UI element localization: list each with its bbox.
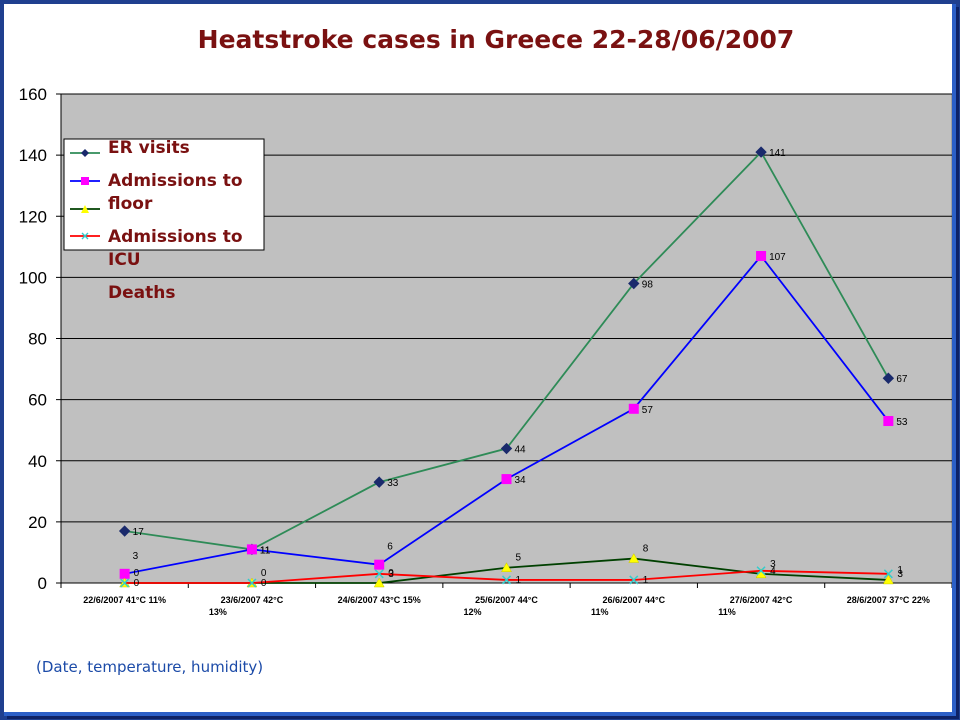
x-tick-label: 28/6/2007 37°C 22% <box>847 595 930 605</box>
data-point <box>628 403 639 414</box>
legend-marker <box>81 149 89 157</box>
data-label: 67 <box>896 374 908 385</box>
data-label: 17 <box>133 527 145 538</box>
data-point <box>500 442 513 455</box>
legend-label: ER visits <box>108 138 190 158</box>
data-point <box>120 578 130 588</box>
data-point <box>883 416 894 427</box>
data-label: 34 <box>515 475 527 486</box>
series-deaths: 0 031 14 3 <box>120 566 903 589</box>
data-point <box>628 553 640 563</box>
data-label: 0 <box>134 578 140 589</box>
data-label: 44 <box>515 445 527 456</box>
data-point <box>374 569 384 579</box>
legend-box <box>63 138 265 251</box>
data-label: 33 <box>387 478 399 489</box>
x-tick-label: 26/6/2007 44°C <box>602 595 665 605</box>
data-label: 141 <box>769 148 786 159</box>
data-point <box>373 476 385 488</box>
data-label: 0 <box>261 568 267 579</box>
data-label: 53 <box>896 417 908 428</box>
data-point <box>118 525 131 537</box>
data-point <box>628 277 640 290</box>
data-label: 4 <box>770 566 776 577</box>
data-point <box>882 574 894 585</box>
x-tick-label: 25/6/2007 44°C <box>475 595 538 605</box>
legend-label: Deaths <box>108 283 175 303</box>
data-label: 3 <box>897 569 903 580</box>
axis-note: (Date, temperature, humidity) <box>36 658 263 676</box>
y-tick-label: 40 <box>28 452 47 471</box>
data-point <box>374 559 385 570</box>
legend-marker <box>81 205 89 213</box>
legend-label: ICU <box>108 250 141 270</box>
data-point <box>755 146 767 158</box>
data-point <box>883 569 893 579</box>
x-tick-label: 24/6/2007 43°C 15% <box>338 595 421 605</box>
x-tick-label: 12% <box>463 607 481 617</box>
data-label: 98 <box>642 279 654 290</box>
x-tick-label: 23/6/2007 42°C <box>221 595 284 605</box>
y-tick-label: 20 <box>28 513 47 532</box>
legend-label: Admissions to <box>108 227 243 247</box>
data-label: 1 <box>897 565 903 576</box>
data-label: 3 <box>770 559 776 570</box>
data-label: 57 <box>642 405 654 416</box>
data-point <box>501 474 512 485</box>
data-point <box>247 578 257 588</box>
data-label: 8 <box>643 544 649 555</box>
legend-label: Admissions to <box>108 171 243 191</box>
data-point <box>501 575 512 585</box>
y-tick-label: 60 <box>28 391 47 410</box>
legend-marker <box>81 232 89 240</box>
y-tick-label: 0 <box>38 574 47 593</box>
x-tick-label: 11% <box>718 607 736 617</box>
chart: Heatstroke cases in Greece 22-28/06/2007… <box>19 25 952 676</box>
data-label: 5 <box>516 553 522 564</box>
data-label: 0 <box>388 568 394 579</box>
data-label: 3 <box>133 551 139 562</box>
data-label: 1 <box>516 575 522 586</box>
x-tick-label: 13% <box>209 607 227 617</box>
chart-title: Heatstroke cases in Greece 22-28/06/2007 <box>198 25 795 54</box>
y-tick-label: 100 <box>19 268 47 287</box>
data-label: 6 <box>387 542 393 553</box>
data-point <box>119 568 130 579</box>
data-label: 0 <box>261 578 267 589</box>
data-label: 11 <box>260 545 271 556</box>
data-point <box>373 577 385 588</box>
data-point <box>756 250 767 261</box>
y-tick-label: 160 <box>19 85 47 104</box>
y-tick-label: 120 <box>19 207 47 226</box>
data-point <box>629 575 639 585</box>
data-label: 107 <box>769 252 786 263</box>
data-label: 1 <box>643 575 649 586</box>
data-label: 3 <box>388 569 394 580</box>
data-point <box>501 562 512 572</box>
legend-marker <box>81 177 89 185</box>
legend: ER visits Admissions to floor Admissions to… <box>63 138 265 303</box>
x-tick-label: 11% <box>591 607 609 617</box>
x-tick-label: 22/6/2007 41°C 11% <box>83 595 166 605</box>
data-point <box>756 566 766 576</box>
data-point <box>246 544 257 555</box>
data-point <box>882 372 895 384</box>
slide: Heatstroke cases in Greece 22-28/06/2007… <box>4 4 956 716</box>
legend-label: floor <box>108 194 153 214</box>
x-tick-label: 27/6/2007 42°C <box>730 595 793 605</box>
y-tick-label: 140 <box>19 146 47 165</box>
data-label: 0 <box>134 568 140 579</box>
y-tick-label: 80 <box>28 330 47 349</box>
